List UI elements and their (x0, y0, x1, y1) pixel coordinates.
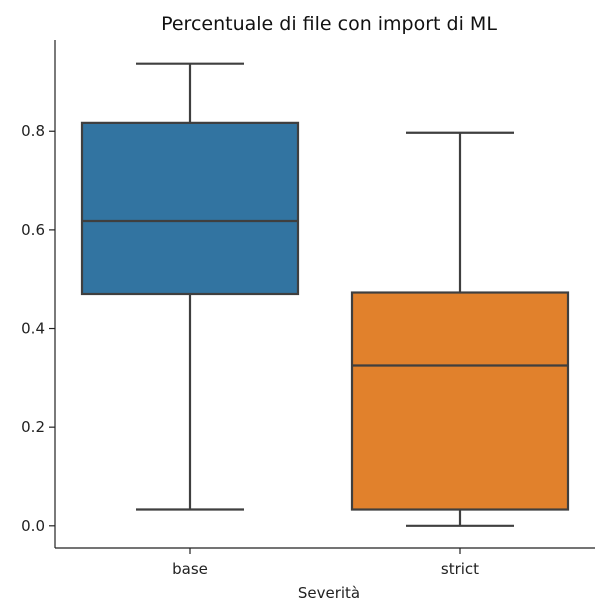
iqr-box (350, 291, 570, 511)
y-axis: 0.0 0.2 0.4 0.6 0.8 (21, 40, 56, 548)
y-tick-label: 0.6 (21, 221, 45, 239)
y-tick-label: 0.8 (21, 122, 45, 140)
x-axis: base strict (55, 547, 595, 578)
y-tick-label: 0.0 (21, 517, 45, 535)
box-base (80, 62, 300, 511)
x-tick-label: base (172, 560, 208, 578)
plot-area (80, 62, 570, 527)
box-strict (350, 131, 570, 527)
iqr-box (80, 121, 300, 296)
x-tick-label: strict (441, 560, 479, 578)
y-tick-label: 0.2 (21, 418, 45, 436)
y-tick-label: 0.4 (21, 320, 45, 338)
chart-title: Percentuale di file con import di ML (161, 13, 497, 35)
x-axis-label: Severità (298, 584, 360, 602)
